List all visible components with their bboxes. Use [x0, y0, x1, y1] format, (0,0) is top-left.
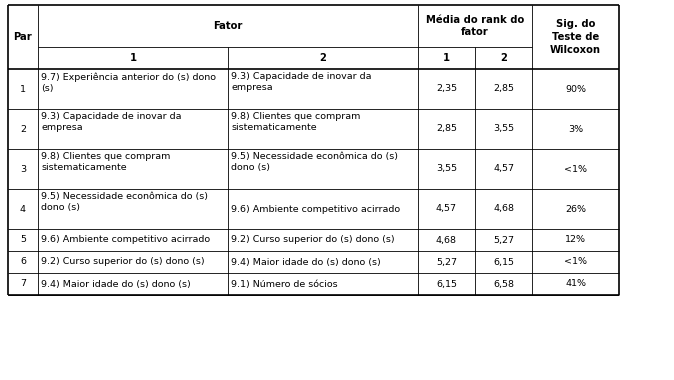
- Text: 1: 1: [20, 84, 26, 93]
- Text: 1: 1: [129, 53, 137, 63]
- Text: 4,57: 4,57: [436, 204, 457, 214]
- Text: 5,27: 5,27: [493, 236, 514, 244]
- Text: 26%: 26%: [565, 204, 586, 214]
- Text: 6,58: 6,58: [493, 280, 514, 288]
- Text: 9.5) Necessidade econômica do (s)
dono (s): 9.5) Necessidade econômica do (s) dono (…: [231, 152, 398, 173]
- Text: 3,55: 3,55: [493, 125, 514, 133]
- Text: 12%: 12%: [565, 236, 586, 244]
- Text: 2: 2: [500, 53, 507, 63]
- Text: Sig. do
Teste de
Wilcoxon: Sig. do Teste de Wilcoxon: [550, 19, 601, 55]
- Text: Média do rank do
fator: Média do rank do fator: [426, 14, 524, 37]
- Text: 4,68: 4,68: [436, 236, 457, 244]
- Text: 9.8) Clientes que compram
sistematicamente: 9.8) Clientes que compram sistematicamen…: [231, 112, 361, 133]
- Text: <1%: <1%: [564, 258, 587, 266]
- Text: 41%: 41%: [565, 280, 586, 288]
- Text: 9.6) Ambiente competitivo acirrado: 9.6) Ambiente competitivo acirrado: [41, 236, 210, 244]
- Text: 4: 4: [20, 204, 26, 214]
- Text: 9.2) Curso superior do (s) dono (s): 9.2) Curso superior do (s) dono (s): [231, 236, 394, 244]
- Text: 9.3) Capacidade de inovar da
empresa: 9.3) Capacidade de inovar da empresa: [231, 72, 371, 92]
- Text: 90%: 90%: [565, 84, 586, 93]
- Text: 9.3) Capacidade de inovar da
empresa: 9.3) Capacidade de inovar da empresa: [41, 112, 181, 133]
- Text: 9.1) Número de sócios: 9.1) Número de sócios: [231, 280, 338, 288]
- Text: 2,85: 2,85: [493, 84, 514, 93]
- Text: 9.5) Necessidade econômica do (s)
dono (s): 9.5) Necessidade econômica do (s) dono (…: [41, 192, 208, 212]
- Text: 3%: 3%: [568, 125, 583, 133]
- Text: 9.4) Maior idade do (s) dono (s): 9.4) Maior idade do (s) dono (s): [41, 280, 191, 288]
- Text: 4,68: 4,68: [493, 204, 514, 214]
- Text: 9.4) Maior idade do (s) dono (s): 9.4) Maior idade do (s) dono (s): [231, 258, 381, 266]
- Text: 5: 5: [20, 236, 26, 244]
- Text: 9.7) Experiência anterior do (s) dono
(s): 9.7) Experiência anterior do (s) dono (s…: [41, 72, 216, 93]
- Text: 1: 1: [443, 53, 450, 63]
- Text: 2,35: 2,35: [436, 84, 457, 93]
- Text: 6,15: 6,15: [436, 280, 457, 288]
- Text: 3: 3: [20, 165, 26, 174]
- Text: 9.6) Ambiente competitivo acirrado: 9.6) Ambiente competitivo acirrado: [231, 204, 400, 214]
- Text: 5,27: 5,27: [436, 258, 457, 266]
- Text: 6: 6: [20, 258, 26, 266]
- Text: 2,85: 2,85: [436, 125, 457, 133]
- Text: 3,55: 3,55: [436, 165, 457, 174]
- Text: 9.2) Curso superior do (s) dono (s): 9.2) Curso superior do (s) dono (s): [41, 258, 205, 266]
- Text: Fator: Fator: [213, 21, 243, 31]
- Text: 2: 2: [20, 125, 26, 133]
- Text: <1%: <1%: [564, 165, 587, 174]
- Text: 4,57: 4,57: [493, 165, 514, 174]
- Text: 2: 2: [319, 53, 326, 63]
- Text: 6,15: 6,15: [493, 258, 514, 266]
- Text: 7: 7: [20, 280, 26, 288]
- Text: 9.8) Clientes que compram
sistematicamente: 9.8) Clientes que compram sistematicamen…: [41, 152, 171, 173]
- Text: Par: Par: [13, 32, 32, 42]
